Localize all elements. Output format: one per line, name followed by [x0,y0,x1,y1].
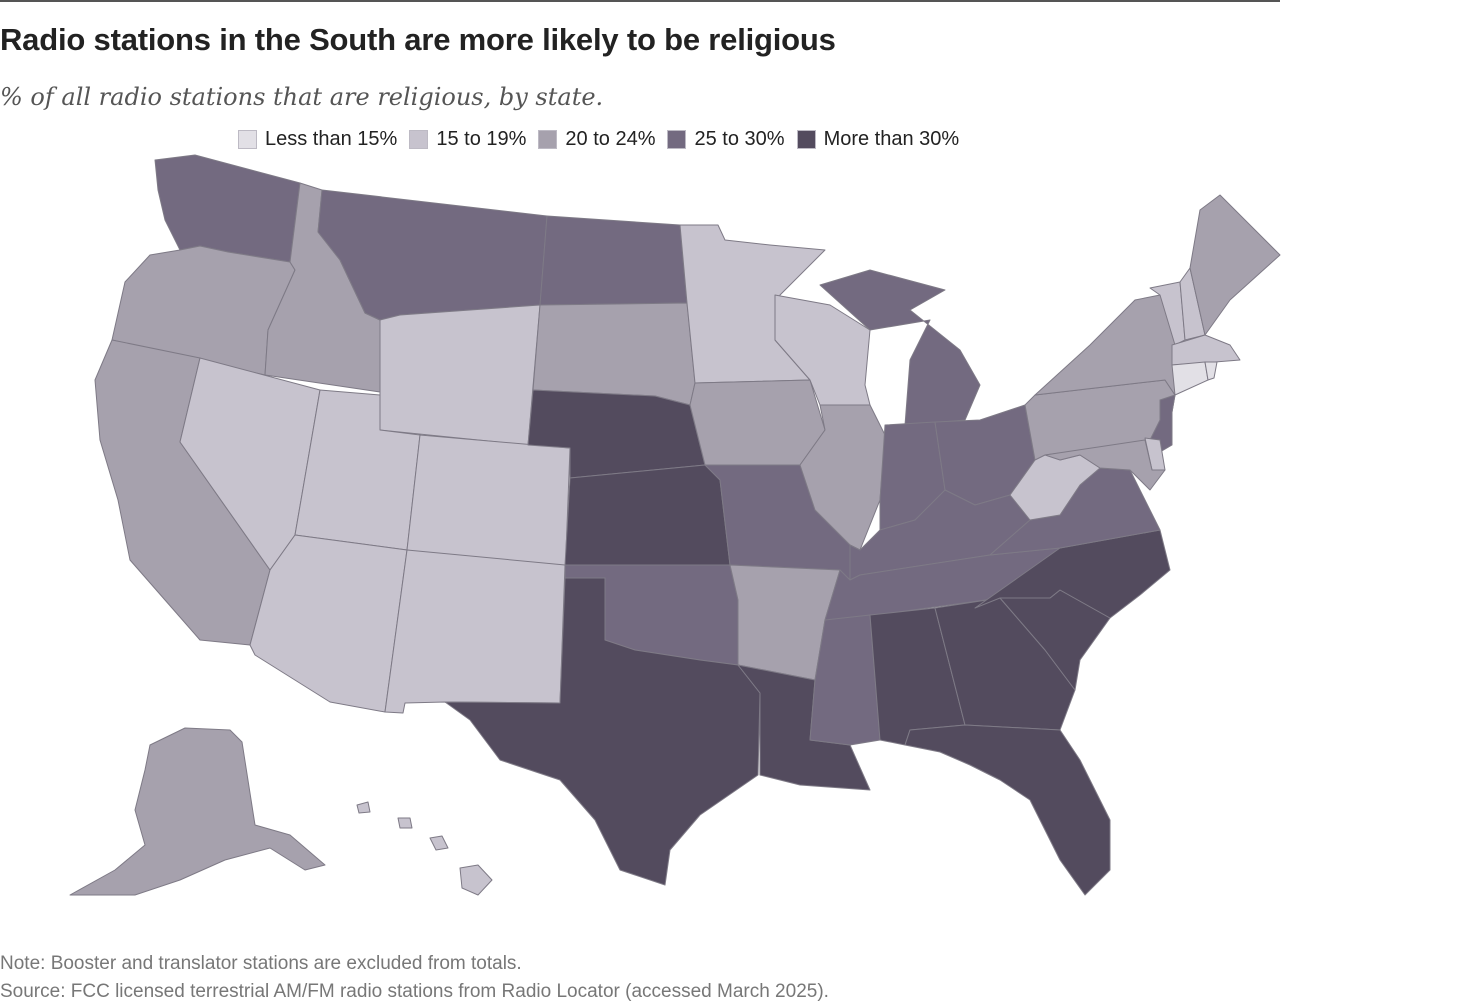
source-note: Source: FCC licensed terrestrial AM/FM r… [0,981,829,1002]
state-hawaii-island-oahu [397,817,413,829]
state-new-york [1034,294,1176,396]
legend-label: 25 to 30% [694,128,785,150]
us-choropleth-map [69,154,1281,896]
chart-subtitle: % of all radio stations that are religio… [0,83,604,111]
state-hawaii [459,864,493,896]
state-texas [444,577,761,886]
chart-title: Radio stations in the South are more lik… [0,22,836,57]
state-connecticut [1171,361,1209,396]
legend-item-25-to-30: 25 to 30% [667,128,785,151]
footnote: Note: Booster and translator stations ar… [0,953,522,974]
legend-item-20-to-24: 20 to 24% [538,128,655,151]
legend-label: Less than 15% [265,128,398,150]
legend-swatch [538,130,558,149]
state-kansas [564,464,731,566]
state-minnesota [679,224,826,384]
state-michigan [819,269,981,426]
state-hawaii-island-kauai [356,801,371,814]
legend-label: More than 30% [823,128,960,150]
state-new-mexico [384,549,566,714]
legend-swatch [409,130,429,149]
state-maryland [1044,439,1166,491]
legend-item-15-to-19: 15 to 19% [409,128,526,151]
state-wyoming [379,304,541,446]
state-washington [154,154,301,263]
state-rhode-island [1204,361,1218,381]
state-iowa [689,379,826,466]
top-rule [0,0,1280,2]
legend-item-more-than-30: More than 30% [796,128,960,151]
state-north-dakota [539,215,688,306]
state-south-dakota [532,302,696,406]
legend-item-less-than-15: Less than 15% [238,128,397,151]
legend-label: 20 to 24% [565,128,656,150]
legend-swatch [667,130,687,149]
state-florida [904,724,1111,896]
legend: Less than 15% 15 to 19% 20 to 24% 25 to … [238,128,971,151]
legend-label: 15 to 19% [436,128,527,150]
legend-swatch [238,130,257,149]
legend-swatch [796,130,816,149]
state-alaska [69,727,326,896]
state-hawaii-island-maui [429,835,449,851]
state-maine [1189,194,1281,336]
